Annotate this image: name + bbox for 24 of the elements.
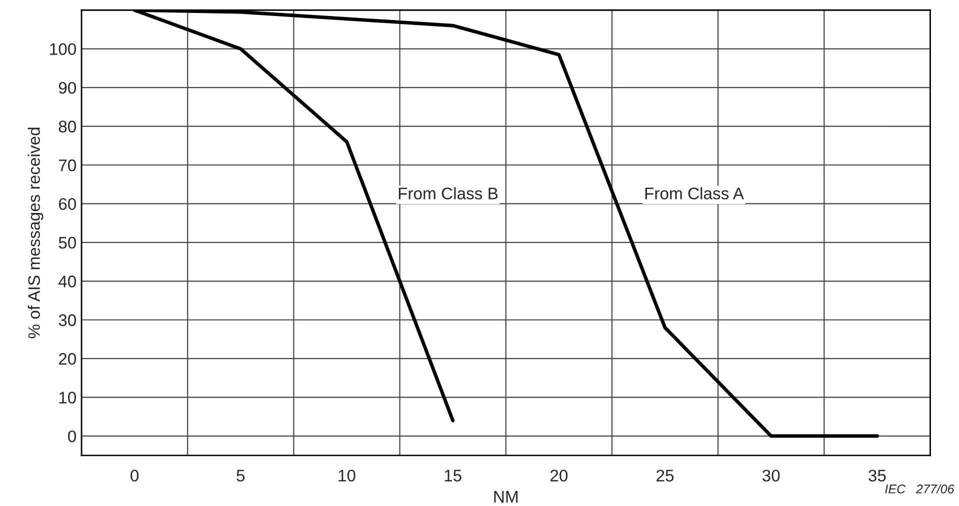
y-axis-title: % of AIS messages received (28, 128, 44, 338)
y-tick-label: 10 (59, 392, 76, 404)
y-tick-label: 40 (58, 276, 76, 288)
y-tick-label: 0 (68, 430, 76, 442)
y-tick-label: 60 (58, 198, 76, 210)
x-tick-label: 30 (762, 470, 780, 482)
y-tick-label: 20 (58, 353, 76, 365)
x-tick-label: 20 (550, 470, 568, 482)
y-tick-label: 30 (58, 314, 76, 326)
y-tick-label: 100 (50, 43, 76, 56)
x-tick-label: 0 (130, 470, 139, 482)
series-label: From Class B (398, 187, 498, 200)
y-tick-label: 90 (58, 82, 76, 94)
y-tick-label: 80 (58, 120, 76, 132)
x-axis-title: NM (494, 490, 518, 502)
x-tick-label: 10 (338, 470, 356, 482)
x-tick-label: 35 (868, 470, 886, 482)
text: IEC 277/06 (885, 484, 954, 494)
x-tick-label: 25 (656, 470, 674, 482)
series-label: From Class A (645, 187, 744, 200)
y-tick-label: 50 (58, 236, 76, 249)
x-tick-label: 15 (444, 470, 462, 482)
y-tick-label: 70 (58, 159, 76, 172)
x-tick-label: 5 (236, 470, 245, 482)
